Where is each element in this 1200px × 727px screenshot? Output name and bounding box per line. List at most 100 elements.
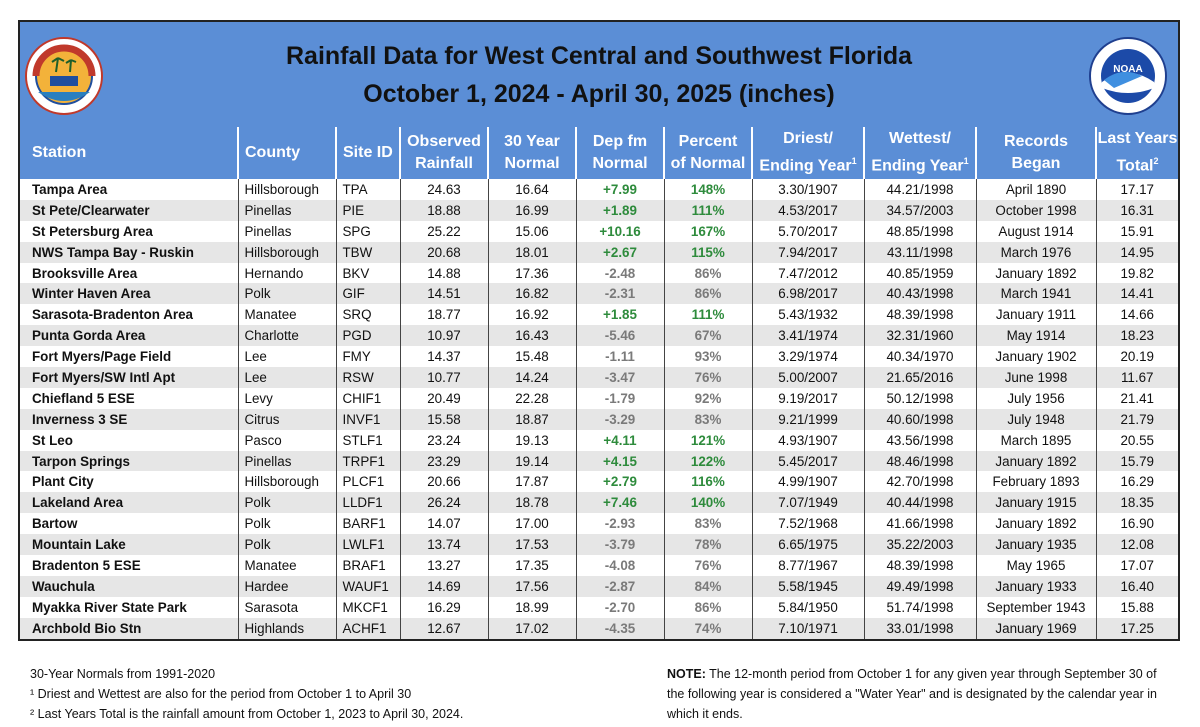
county-cell: Citrus — [237, 408, 336, 430]
station-name-cell: Tampa Area — [20, 179, 238, 200]
station-name-cell: Winter Haven Area — [20, 283, 238, 305]
driest-year-cell: 4.53/2017 — [751, 199, 864, 221]
records-began-cell: March 1976 — [975, 241, 1096, 263]
departure-cell: -4.35 — [575, 617, 664, 639]
driest-year-cell: 9.21/1999 — [751, 408, 864, 430]
normal-rainfall-cell: 15.06 — [487, 220, 576, 242]
county-cell: Pinellas — [237, 199, 336, 221]
observed-rainfall-cell: 18.88 — [399, 199, 488, 221]
wettest-year-cell: 43.11/1998 — [863, 241, 976, 263]
wettest-year-cell: 33.01/1998 — [863, 617, 976, 639]
nws-tampa-bay-logo-icon — [25, 37, 103, 115]
percent-normal-cell: 92% — [663, 387, 752, 409]
table-row: Sarasota-Bradenton Area Manatee SRQ 18.77 16… — [20, 304, 1178, 326]
percent-normal-cell: 86% — [663, 596, 752, 618]
driest-year-cell: 9.19/2017 — [751, 387, 864, 409]
observed-rainfall-cell: 23.29 — [399, 450, 488, 472]
footnote-1: ¹ Driest and Wettest are also for the pe… — [30, 687, 412, 701]
county-cell: Manatee — [237, 304, 336, 326]
percent-normal-cell: 84% — [663, 575, 752, 597]
site-id-cell: TPA — [335, 179, 400, 200]
col-site-id: Site ID — [335, 127, 400, 179]
last-year-total-cell: 11.67 — [1095, 367, 1178, 388]
departure-cell: -2.93 — [575, 513, 664, 535]
departure-cell: +2.67 — [575, 241, 664, 263]
station-name-cell: St Pete/Clearwater — [20, 199, 238, 221]
last-year-total-cell: 18.23 — [1095, 325, 1178, 347]
note-label: NOTE: — [667, 667, 706, 681]
col-observed: Observed Rainfall — [399, 127, 488, 179]
observed-rainfall-cell: 12.67 — [399, 617, 488, 639]
last-year-total-cell: 20.55 — [1095, 429, 1178, 451]
departure-cell: +10.16 — [575, 220, 664, 242]
station-name-cell: Wauchula — [20, 575, 238, 597]
departure-cell: -2.70 — [575, 596, 664, 618]
driest-year-cell: 7.47/2012 — [751, 262, 864, 284]
table-row: Archbold Bio Stn Highlands ACHF1 12.67 17.02… — [20, 617, 1178, 639]
last-year-total-cell: 17.17 — [1095, 179, 1178, 200]
driest-year-cell: 6.98/2017 — [751, 283, 864, 305]
departure-cell: +4.11 — [575, 429, 664, 451]
departure-cell: -3.79 — [575, 534, 664, 556]
normal-rainfall-cell: 17.36 — [487, 262, 576, 284]
site-id-cell: LLDF1 — [335, 492, 400, 514]
driest-year-cell: 3.41/1974 — [751, 325, 864, 347]
county-cell: Hernando — [237, 262, 336, 284]
col-normal: 30 Year Normal — [487, 127, 576, 179]
site-id-cell: MKCF1 — [335, 596, 400, 618]
departure-cell: +7.99 — [575, 179, 664, 200]
table-row: Chiefland 5 ESE Levy CHIF1 20.49 22.28 -1.79 9… — [20, 387, 1178, 409]
departure-cell: -1.79 — [575, 387, 664, 409]
driest-year-cell: 3.29/1974 — [751, 346, 864, 368]
last-year-total-cell: 19.82 — [1095, 262, 1178, 284]
table-row: Bartow Polk BARF1 14.07 17.00 -2.93 83% 7.52/19… — [20, 513, 1178, 535]
departure-cell: +1.89 — [575, 199, 664, 221]
normal-rainfall-cell: 17.56 — [487, 575, 576, 597]
col-station: Station — [20, 127, 238, 179]
last-year-total-cell: 15.88 — [1095, 596, 1178, 618]
driest-year-cell: 7.94/2017 — [751, 241, 864, 263]
site-id-cell: CHIF1 — [335, 387, 400, 409]
normal-rainfall-cell: 15.48 — [487, 346, 576, 368]
rainfall-table: Station County Site ID Observed Rainfall … — [20, 127, 1178, 639]
wettest-year-cell: 51.74/1998 — [863, 596, 976, 618]
wettest-year-cell: 40.85/1959 — [863, 262, 976, 284]
percent-normal-cell: 93% — [663, 346, 752, 368]
observed-rainfall-cell: 20.49 — [399, 387, 488, 409]
observed-rainfall-cell: 25.22 — [399, 220, 488, 242]
last-year-total-cell: 14.41 — [1095, 283, 1178, 305]
records-began-cell: October 1998 — [975, 199, 1096, 221]
site-id-cell: BRAF1 — [335, 555, 400, 576]
records-began-cell: September 1943 — [975, 596, 1096, 618]
normal-rainfall-cell: 16.92 — [487, 304, 576, 326]
site-id-cell: ACHF1 — [335, 617, 400, 639]
records-began-cell: August 1914 — [975, 220, 1096, 242]
records-began-cell: May 1965 — [975, 555, 1096, 576]
records-began-cell: January 1933 — [975, 575, 1096, 597]
county-cell: Pinellas — [237, 450, 336, 472]
observed-rainfall-cell: 13.74 — [399, 534, 488, 556]
table-row: Fort Myers/Page Field Lee FMY 14.37 15.48 -1.… — [20, 346, 1178, 368]
site-id-cell: STLF1 — [335, 429, 400, 451]
observed-rainfall-cell: 14.07 — [399, 513, 488, 535]
site-id-cell: RSW — [335, 367, 400, 388]
driest-year-cell: 4.93/1907 — [751, 429, 864, 451]
county-cell: Hillsborough — [237, 179, 336, 200]
station-name-cell: St Leo — [20, 429, 238, 451]
site-id-cell: LWLF1 — [335, 534, 400, 556]
last-year-total-cell: 16.29 — [1095, 471, 1178, 493]
table-row: Plant City Hillsborough PLCF1 20.66 17.87 +2.… — [20, 471, 1178, 493]
observed-rainfall-cell: 24.63 — [399, 179, 488, 200]
percent-normal-cell: 111% — [663, 304, 752, 326]
table-row: Lakeland Area Polk LLDF1 26.24 18.78 +7.46 140… — [20, 492, 1178, 514]
records-began-cell: July 1956 — [975, 387, 1096, 409]
wettest-year-cell: 48.39/1998 — [863, 304, 976, 326]
records-began-cell: January 1892 — [975, 513, 1096, 535]
departure-cell: -2.31 — [575, 283, 664, 305]
table-header-row: Station County Site ID Observed Rainfall … — [20, 127, 1178, 179]
table-row: Winter Haven Area Polk GIF 14.51 16.82 -2.31 8… — [20, 283, 1178, 305]
wettest-year-cell: 43.56/1998 — [863, 429, 976, 451]
observed-rainfall-cell: 16.29 — [399, 596, 488, 618]
county-cell: Sarasota — [237, 596, 336, 618]
percent-normal-cell: 140% — [663, 492, 752, 514]
